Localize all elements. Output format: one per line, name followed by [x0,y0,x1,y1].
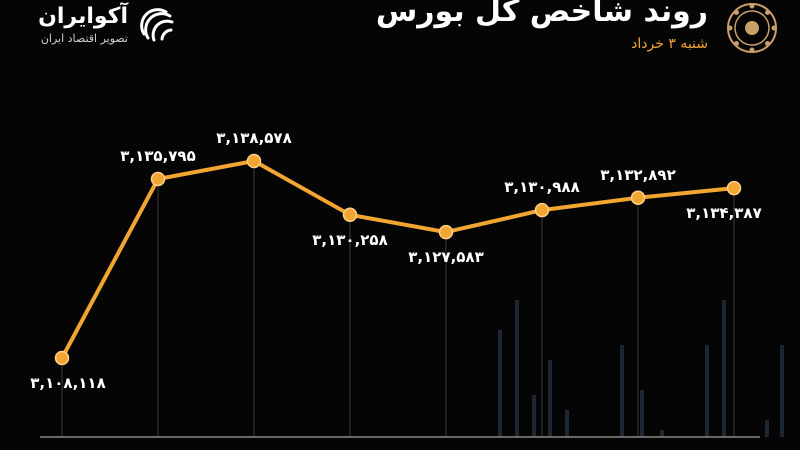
series-line [60,159,736,360]
background-bar [532,395,536,437]
data-label: ۳,۱۲۷,۵۸۳ [408,248,483,266]
background-bar [548,360,552,437]
data-point [150,171,166,187]
grid-lines [61,161,735,437]
brand-logo: آکوایران تصویر اقتصاد ایران [18,4,208,48]
data-point [726,180,742,196]
data-label: ۳,۱۳۸,۵۷۸ [216,129,291,147]
data-point [342,207,358,223]
brand-tagline: تصویر اقتصاد ایران [40,32,128,45]
data-label: ۳,۱۳۲,۸۹۲ [600,166,675,184]
background-bar [780,345,784,437]
header: آکوایران تصویر اقتصاد ایران روند شاخص کل… [0,0,800,70]
page-title: روند شاخص کل بورس [375,0,708,29]
data-label: ۳,۱۳۴,۳۸۷ [686,204,761,222]
background-bar [705,345,709,437]
data-point [630,190,646,206]
data-labels: ۳,۱۰۸,۱۱۸ ۳,۱۳۵,۷۹۵ ۳,۱۳۸,۵۷۸ ۳,۱۳۰,۲۵۸ ۳,۱۲… [30,129,761,392]
data-point [534,202,550,218]
data-label: ۳,۱۰۸,۱۱۸ [30,374,105,392]
background-bar [620,345,624,437]
background-bar [765,420,769,437]
background-bar [722,300,726,437]
background-bar [660,430,664,437]
data-label: ۳,۱۳۰,۲۵۸ [312,231,387,249]
decorative-background-bars [498,300,784,437]
data-point [54,350,70,366]
background-bar [565,410,569,437]
background-bar [498,330,502,437]
data-label: ۳,۱۳۰,۹۸۸ [504,178,579,196]
brand-name: آکوایران [38,4,128,29]
page-subtitle: شنبه ۳ خرداد [631,36,708,52]
background-bar [640,390,644,437]
data-point [246,153,262,169]
data-label: ۳,۱۳۵,۷۹۵ [120,147,195,165]
background-bar [515,300,519,437]
data-point [438,224,454,240]
data-points [54,153,742,366]
brand-mark-icon [140,8,174,42]
exchange-seal-icon [727,3,777,53]
